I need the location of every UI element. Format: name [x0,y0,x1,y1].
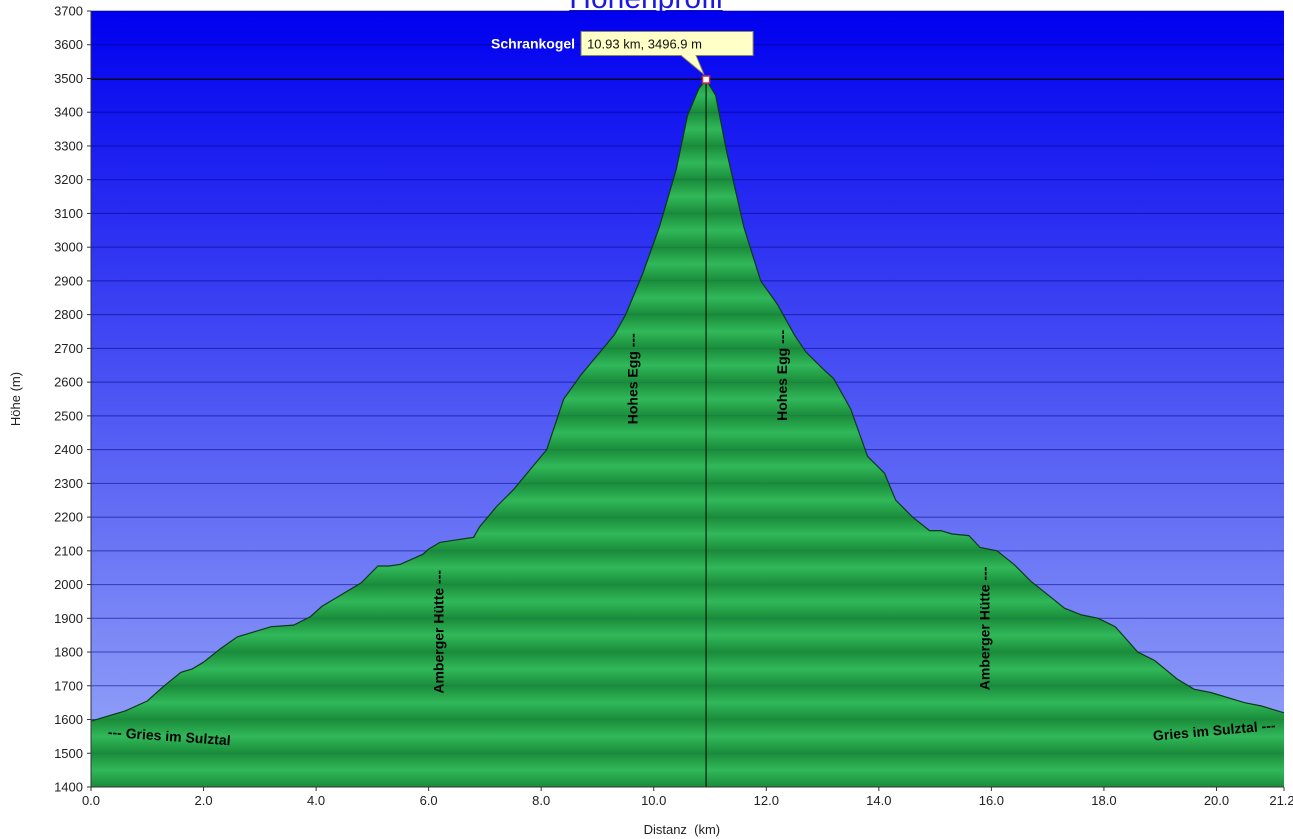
y-tick-label: 2000 [54,577,83,592]
y-tick-label: 3000 [54,240,83,255]
y-tick-label: 3600 [54,37,83,52]
x-tick-label: 18.0 [1091,793,1116,808]
y-tick-label: 2200 [54,510,83,525]
annotation-label: Amberger Hütte --- [431,570,447,694]
peak-marker[interactable] [701,75,711,84]
area-band [91,753,1284,787]
peak-name-label: Schrankogel [491,36,575,52]
y-tick-label: 2900 [54,273,83,288]
x-tick-label: 6.0 [420,793,438,808]
x-tick-label: 8.0 [532,793,550,808]
x-tick-label: 16.0 [979,793,1004,808]
peak-marker-group: 10.93 km, 3496.9 m Schrankogel [491,31,754,84]
annotation-label: Hohes Egg --- [774,330,790,421]
y-tick-label: 3500 [54,71,83,86]
area-band [91,685,1284,720]
y-tick-label: 1400 [54,780,83,795]
annotation-label: Hohes Egg --- [625,333,641,424]
y-tick-label: 2300 [54,476,83,491]
x-axis-title: Distanz (km) [644,822,721,837]
y-tick-label: 1700 [54,678,83,693]
y-tick-label: 2800 [54,307,83,322]
y-tick-label: 2700 [54,341,83,356]
y-tick-label: 1600 [54,712,83,727]
x-tick-label: 2.0 [195,793,213,808]
y-tick-label: 3400 [54,105,83,120]
area-band [91,719,1284,754]
elevation-line [90,78,1285,722]
y-tick-label: 2600 [54,375,83,390]
y-tick-label: 2500 [54,408,83,423]
y-axis-title: Höhe (m) [8,372,23,426]
x-tick-label: 4.0 [307,793,325,808]
y-tick-label: 1800 [54,645,83,660]
x-tick-label: 10.0 [641,793,666,808]
y-tick-label: 3200 [54,172,83,187]
y-tick-label: 3100 [54,206,83,221]
y-axis: 1400 1500 1600 1700 1800 1900 2000 2100 2200 2300… [54,4,92,795]
x-axis: 0.0 2.0 4.0 6.0 8.0 10.0 12.0 14.0 16.0 18.0 20.0 2… [82,786,1293,808]
x-tick-label: 12.0 [754,793,779,808]
y-tick-label: 2100 [54,543,83,558]
x-tick-label: 0.0 [82,793,100,808]
area-band [91,652,1284,686]
peak-tooltip-box [580,31,754,75]
annotation-label: Amberger Hütte --- [976,566,992,690]
y-tick-label: 2400 [54,442,83,457]
y-tick-label: 1500 [54,746,83,761]
x-tick-label: 21.2 [1269,793,1293,808]
peak-tooltip-text: 10.93 km, 3496.9 m [587,37,702,52]
y-tick-label: 3700 [54,4,83,19]
y-tick-label: 3300 [54,138,83,153]
x-tick-label: 20.0 [1204,793,1229,808]
y-tick-label: 1900 [54,611,83,626]
x-tick-label: 14.0 [866,793,891,808]
